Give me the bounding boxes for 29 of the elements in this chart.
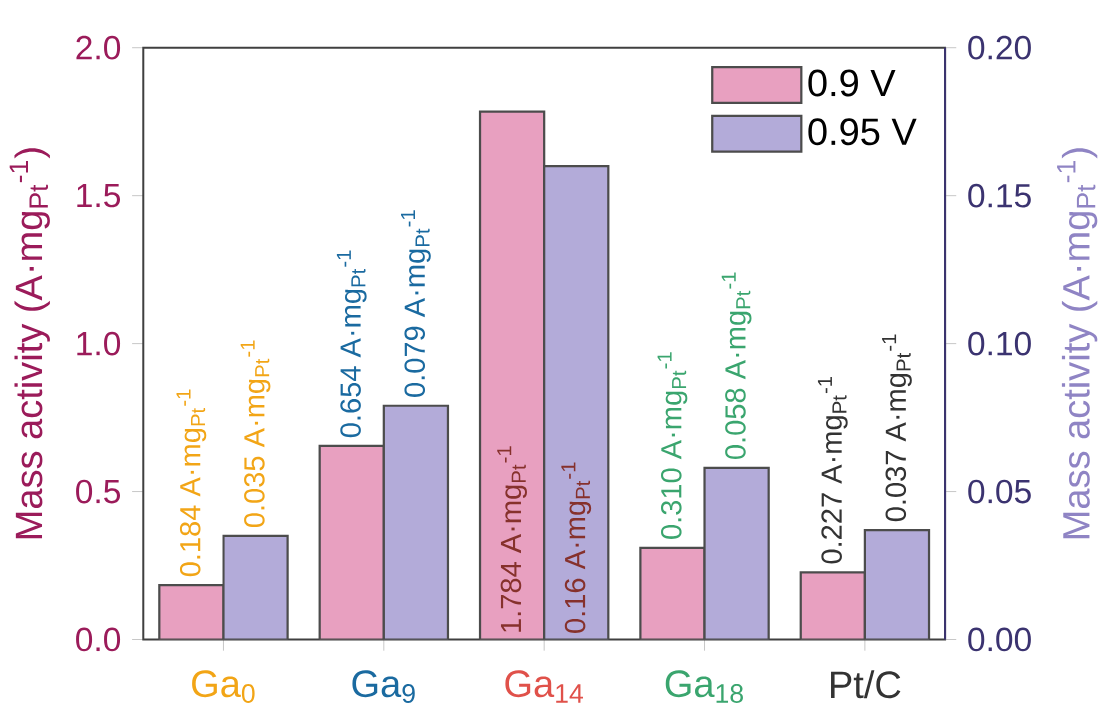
x-tick-label: Ga$_{18}$: [665, 670, 743, 704]
legend-label: 0.9 V: [808, 69, 896, 97]
y2-tick-label: 0.05: [968, 479, 1031, 504]
x-tick-label: Ga$_{14}$: [505, 670, 583, 703]
data-label: 0.227 A·mg$_{Pt}$-1: [817, 377, 848, 564]
data-label: 0.310 A·mg$_{Pt}$-1: [657, 352, 688, 540]
y-tick-label: 1.0: [77, 331, 121, 356]
x-tick-label: Pt/C: [831, 670, 901, 699]
y-axis-title: Mass activity (A·mg$_{Pt}$$^{-1}$): [9, 148, 50, 539]
data-label: 1.784 A·mg$_{Pt}$-1: [497, 446, 527, 632]
y-tick-label: 1.5: [77, 184, 121, 208]
data-label: 0.037 A·mg$_{Pt}$-1: [882, 334, 912, 522]
x-tick-label: Ga$_{9}$: [352, 670, 415, 704]
y-tick-label: 0.5: [76, 479, 121, 504]
data-label: 0.079 A·mg$_{Pt}$-1: [401, 210, 431, 398]
data-label: 0.654 A·mg$_{Pt}$-1: [336, 250, 367, 438]
data-label: 0.184 A·mg$_{Pt}$-1: [176, 389, 207, 577]
data-label: 0.058 A·mg$_{Pt}$-1: [721, 272, 752, 460]
y-tick-label: 0.0: [76, 627, 121, 652]
data-label: 0.16 A·mg$_{Pt}$-1: [561, 462, 592, 634]
y2-tick-label: 0.20: [968, 36, 1031, 60]
data-label: 0.035 A·mg$_{Pt}$-1: [240, 340, 271, 528]
y2-tick-label: 0.10: [968, 331, 1031, 356]
x-tick-label: Ga$_{0}$: [192, 670, 255, 704]
y-tick-label: 2.0: [76, 36, 121, 60]
y2-tick-label: 0.00: [968, 627, 1031, 652]
legend-label: 0.95 V: [808, 118, 917, 146]
y2-axis-title: Mass activity (A·mg$_{Pt}$$^{-1}$): [1057, 148, 1098, 539]
y2-tick-label: 0.15: [968, 183, 1031, 208]
